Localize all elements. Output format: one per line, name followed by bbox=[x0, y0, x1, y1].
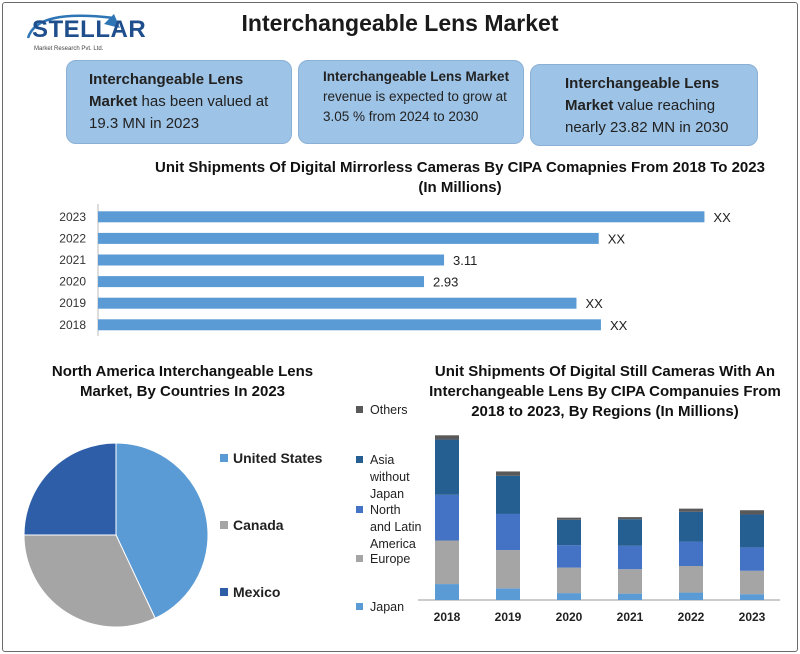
stack-segment bbox=[435, 584, 459, 600]
x-tick-label: 2023 bbox=[739, 610, 766, 624]
bar-2023 bbox=[98, 211, 705, 223]
info-box-bold: Interchangeable Lens Market bbox=[323, 69, 510, 84]
stack-segment bbox=[496, 513, 520, 551]
stack-segment bbox=[435, 494, 459, 541]
x-tick-label: 2018 bbox=[434, 610, 461, 624]
stack-segment bbox=[679, 566, 703, 593]
x-tick-label: 2019 bbox=[495, 610, 522, 624]
y-tick-label: 2019 bbox=[59, 296, 86, 310]
info-box-forecast: Interchangeable Lens Market value reachi… bbox=[530, 64, 758, 146]
stack-segment bbox=[557, 545, 581, 568]
stack-segment bbox=[618, 569, 642, 594]
mirrorless-chart-title: Unit Shipments Of Digital Mirrorless Cam… bbox=[155, 159, 765, 196]
x-tick-label: 2021 bbox=[617, 610, 644, 624]
legend-label: Asia without Japan bbox=[369, 453, 410, 501]
stack-segment bbox=[740, 547, 764, 571]
info-box-growth: Interchangeable Lens Market revenue is e… bbox=[298, 60, 524, 144]
logo-brand: STELLAR bbox=[32, 16, 147, 43]
x-tick-label: 2020 bbox=[556, 610, 583, 624]
legend-swatch bbox=[220, 521, 228, 529]
y-tick-label: 2022 bbox=[59, 231, 86, 245]
pie-slice-mexico bbox=[23, 442, 117, 536]
bar-data-label: XX bbox=[608, 231, 626, 246]
legend-swatch bbox=[356, 555, 363, 562]
logo-swoosh-icon bbox=[26, 14, 120, 39]
info-box-text: value reaching nearly 23.82 MN in 2030 bbox=[565, 97, 729, 136]
bar-data-label: 3.11 bbox=[453, 253, 477, 268]
bar-2019 bbox=[98, 297, 577, 309]
info-box-valuation: Interchangeable Lens Market has been val… bbox=[66, 60, 292, 144]
legend-label: Japan bbox=[370, 600, 404, 614]
bar-2018 bbox=[98, 319, 601, 331]
stack-segment bbox=[557, 593, 581, 600]
legend-label: North and Latin America bbox=[370, 503, 421, 551]
stack-segment bbox=[618, 517, 642, 520]
stack-segment bbox=[740, 594, 764, 600]
x-tick-label: 2022 bbox=[678, 610, 705, 624]
legend-swatch bbox=[356, 406, 363, 413]
stack-segment bbox=[618, 593, 642, 600]
stack-segment bbox=[496, 588, 520, 600]
pie-slice-canada bbox=[23, 534, 156, 628]
stack-segment bbox=[679, 508, 703, 512]
stack-segment bbox=[435, 439, 459, 495]
stack-segment bbox=[435, 540, 459, 585]
stack-segment bbox=[740, 514, 764, 548]
stack-segment bbox=[496, 550, 520, 589]
stack-segment bbox=[679, 592, 703, 600]
legend-swatch bbox=[220, 588, 228, 596]
bar-data-label: XX bbox=[610, 318, 628, 333]
legend-label: Canada bbox=[233, 517, 284, 533]
legend-swatch bbox=[356, 506, 363, 513]
logo-subtitle: Market Research Pvt. Ltd. bbox=[34, 46, 104, 52]
stack-segment bbox=[618, 519, 642, 546]
stack-segment bbox=[496, 475, 520, 514]
bar-data-label: 2.93 bbox=[433, 275, 458, 290]
stack-segment bbox=[618, 545, 642, 570]
stack-segment bbox=[557, 567, 581, 594]
page-title: Interchangeable Lens Market bbox=[241, 10, 559, 36]
stacked-chart-title: Unit Shipments Of Digital Still Cameras … bbox=[429, 363, 781, 420]
y-tick-label: 2023 bbox=[59, 210, 86, 224]
countries-pie-chart: United States Canada Mexico bbox=[23, 442, 323, 628]
legend-label: Europe bbox=[370, 552, 410, 566]
info-box-text: has been valued at 19.3 MN in 2023 bbox=[89, 93, 269, 132]
bar-data-label: XX bbox=[713, 210, 731, 225]
bar-2021 bbox=[98, 254, 445, 266]
legend-label: United States bbox=[233, 450, 323, 466]
pie-chart-title: North America Interchangeable Lens Marke… bbox=[51, 363, 314, 400]
legend-label: Mexico bbox=[233, 584, 280, 600]
legend-swatch bbox=[220, 454, 228, 462]
legend-label: Others bbox=[370, 403, 408, 417]
stack-segment bbox=[496, 471, 520, 476]
bar-2020 bbox=[98, 276, 425, 288]
mirrorless-bar-chart: 2023 XX 2022 XX 2021 3.11 2020 2.93 2019 XX 2018 XX bbox=[59, 204, 731, 336]
info-box-bold: Interchangeable Lens Market bbox=[89, 71, 244, 110]
pie-slice-united-states bbox=[115, 442, 209, 619]
y-tick-label: 2021 bbox=[59, 253, 86, 267]
y-tick-label: 2020 bbox=[59, 275, 86, 289]
legend-swatch bbox=[356, 456, 363, 463]
stack-segment bbox=[740, 510, 764, 515]
bar-2022 bbox=[98, 232, 599, 244]
stack-segment bbox=[557, 517, 581, 520]
stack-segment bbox=[679, 541, 703, 566]
stack-segment bbox=[679, 511, 703, 542]
regions-stacked-bar-chart: 2018 2019 2020 2021 2022 2023 Others Asia withou… bbox=[356, 403, 780, 624]
bar-data-label: XX bbox=[585, 296, 603, 311]
info-box-text: revenue is expected to grow at 3.05 % fr… bbox=[323, 89, 507, 124]
stellar-logo: STELLAR Market Research Pvt. Ltd. bbox=[22, 8, 146, 58]
y-tick-label: 2018 bbox=[59, 318, 86, 332]
info-box-bold: Interchangeable Lens Market bbox=[565, 75, 720, 114]
stack-segment bbox=[557, 519, 581, 546]
legend-swatch bbox=[356, 603, 363, 610]
stack-segment bbox=[435, 435, 459, 440]
stack-segment bbox=[740, 570, 764, 595]
